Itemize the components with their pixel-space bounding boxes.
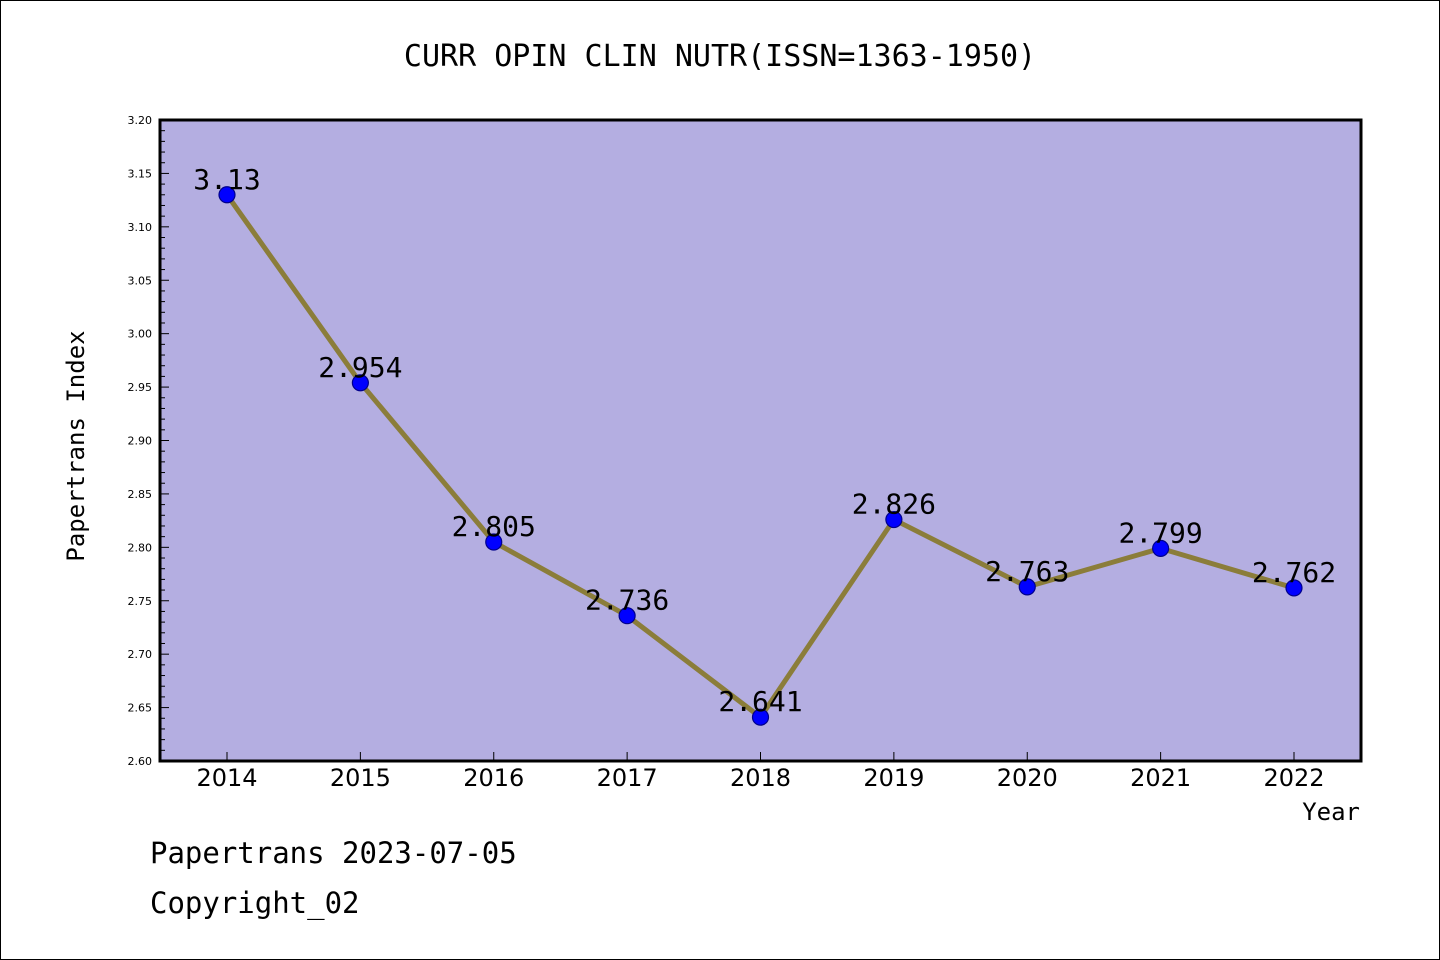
- footer-date: Papertrans 2023-07-05: [150, 836, 517, 870]
- x-tick-label: 2016: [463, 764, 524, 792]
- x-tick-label: 2021: [1130, 764, 1191, 792]
- x-tick-label: 2017: [597, 764, 658, 792]
- y-tick-label: 2.60: [128, 755, 153, 768]
- y-axis-ticks: 2.60 2.65 2.70 2.75 2.80 2.85 2.90 2.95 3.00 3.05…: [128, 114, 169, 768]
- data-label: 2.763: [985, 555, 1069, 588]
- plot-area: [158, 118, 1363, 763]
- x-tick-label: 2018: [730, 764, 791, 792]
- data-point: [885, 510, 903, 529]
- data-point: [618, 607, 636, 625]
- data-point: [751, 708, 770, 726]
- data-point: [218, 186, 236, 204]
- data-point: [1152, 539, 1170, 558]
- x-axis-label: Year: [1302, 798, 1360, 826]
- data-label: 2.826: [852, 488, 936, 521]
- data-markers: [218, 186, 1303, 726]
- x-tick-label: 2014: [196, 764, 257, 792]
- y-tick-label: 2.95: [128, 381, 153, 394]
- y-tick-label: 2.75: [128, 595, 153, 608]
- data-label: 3.13: [193, 163, 260, 196]
- y-axis-label: Papertrans Index: [62, 330, 90, 561]
- x-tick-label: 2015: [330, 764, 391, 792]
- data-point: [351, 374, 369, 392]
- data-label: 2.736: [585, 584, 669, 617]
- y-tick-label: 3.10: [128, 221, 153, 234]
- x-tick-label: 2020: [997, 764, 1058, 792]
- y-tick-label: 2.70: [128, 648, 153, 661]
- data-labels: 3.13 2.954 2.805 2.736 2.641 2.826 2.763 2.799 2…: [193, 163, 1336, 718]
- y-tick-label: 3.05: [128, 274, 153, 287]
- x-tick-label: 2019: [863, 764, 924, 792]
- x-tick-label: 2022: [1263, 764, 1324, 792]
- data-label: 2.762: [1252, 556, 1336, 589]
- data-point: [1285, 579, 1303, 597]
- y-tick-label: 3.00: [128, 328, 153, 341]
- data-point: [1018, 578, 1036, 596]
- chart-title: CURR OPIN CLIN NUTR(ISSN=1363-1950): [404, 39, 1036, 74]
- y-tick-label: 3.15: [128, 167, 153, 180]
- y-tick-label: 2.80: [128, 541, 153, 554]
- footer-copyright: Copyright_02: [150, 886, 360, 920]
- x-axis-ticks: 2014 2015 2016 2017 2018 2019 2020 2021 2022: [196, 752, 1325, 792]
- data-label: 2.805: [452, 510, 536, 543]
- y-tick-label: 3.20: [128, 114, 153, 127]
- y-tick-label: 2.85: [128, 488, 153, 501]
- data-label: 2.799: [1118, 516, 1202, 549]
- data-label: 2.954: [318, 351, 402, 384]
- y-tick-label: 2.90: [128, 435, 153, 448]
- data-label: 2.641: [718, 685, 802, 718]
- data-point: [485, 533, 503, 551]
- y-tick-label: 2.65: [128, 702, 153, 715]
